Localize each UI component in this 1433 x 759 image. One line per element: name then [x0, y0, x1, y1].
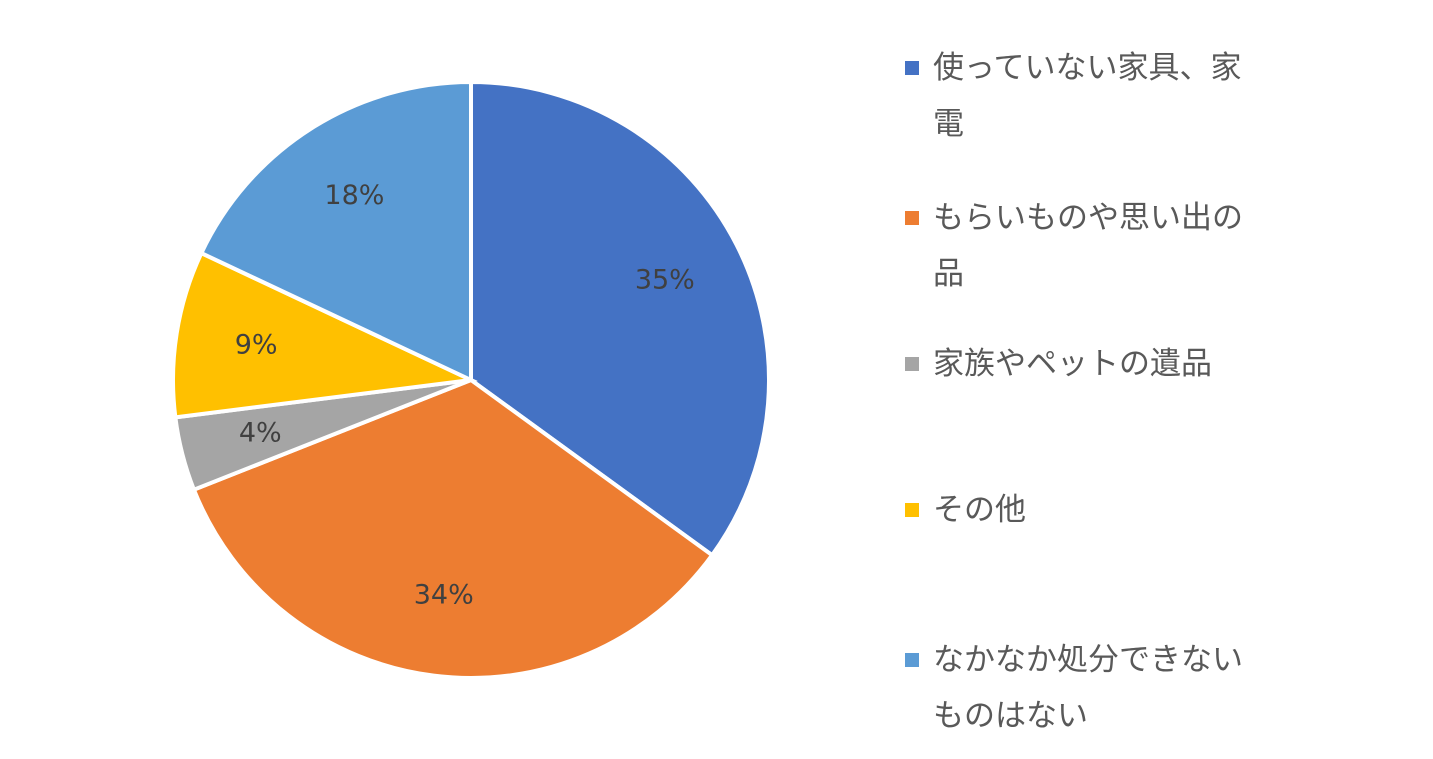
pie-slice-3	[171, 250, 479, 420]
legend-item-4: なかなか処分できないものはない	[905, 632, 1265, 744]
legend-swatch-4	[905, 653, 919, 667]
legend-item-3: その他	[905, 482, 1265, 538]
data-label-2: 4%	[239, 418, 282, 449]
pie-data-labels: 35% 34% 4% 9% 18%	[235, 180, 695, 610]
legend-swatch-2	[905, 357, 919, 371]
legend-item-0: 使っていない家具、家電	[905, 40, 1265, 152]
legend-label-0: 使っていない家具、家電	[933, 50, 1242, 142]
legend-swatch-0	[905, 61, 919, 75]
pie-slice-4	[198, 79, 473, 384]
legend-item-1: もらいものや思い出の品	[905, 190, 1265, 302]
pie-slice-0	[469, 79, 771, 558]
legend-label-3: その他	[933, 492, 1026, 528]
legend-label-2: 家族やペットの遺品	[933, 346, 1212, 382]
legend-label-1: もらいものや思い出の品	[933, 200, 1243, 292]
data-label-1: 34%	[414, 579, 474, 610]
pie-slice-1	[191, 377, 715, 680]
pie-slices	[171, 79, 771, 680]
legend-label-4: なかなか処分できないものはない	[933, 642, 1243, 734]
legend-swatch-1	[905, 211, 919, 225]
data-label-4: 18%	[324, 180, 384, 211]
data-label-3: 9%	[235, 329, 278, 360]
data-label-0: 35%	[635, 265, 695, 296]
legend-swatch-3	[905, 503, 919, 517]
legend-item-2: 家族やペットの遺品	[905, 336, 1265, 392]
